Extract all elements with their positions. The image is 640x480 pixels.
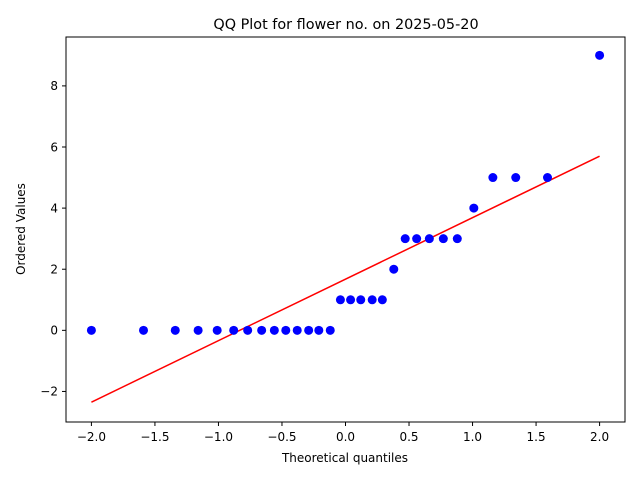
plot-area [86, 50, 605, 403]
x-tick-label: −1.0 [204, 430, 233, 444]
x-axis: −2.0 −1.5 −1.0 −0.5 0.0 0.5 1.0 1.5 2.0 [77, 422, 609, 444]
data-point [257, 325, 267, 335]
data-point [377, 295, 387, 305]
y-tick-label: 0 [50, 324, 58, 338]
x-tick-label: 2.0 [590, 430, 609, 444]
data-point [389, 264, 399, 274]
data-point [488, 173, 498, 183]
y-tick-label: −2 [40, 385, 58, 399]
data-point [452, 234, 462, 244]
x-tick-label: 0.0 [336, 430, 355, 444]
data-point [424, 234, 434, 244]
y-tick-label: 4 [50, 201, 58, 215]
y-tick-label: 2 [50, 263, 58, 277]
data-point [243, 325, 253, 335]
data-point [335, 295, 345, 305]
data-point [193, 325, 203, 335]
data-point [346, 295, 356, 305]
data-point [412, 234, 422, 244]
data-point [212, 325, 222, 335]
data-point [170, 325, 180, 335]
x-tick-label: 1.0 [463, 430, 482, 444]
data-point [511, 173, 521, 183]
data-point [543, 173, 552, 183]
fit-line [91, 155, 600, 403]
y-tick-label: 6 [50, 140, 58, 154]
data-point [356, 295, 366, 305]
y-axis-title: Ordered Values [14, 183, 28, 275]
data-point [438, 234, 448, 244]
data-point [139, 325, 148, 335]
data-point [469, 203, 479, 213]
data-point [314, 325, 324, 335]
data-point [281, 325, 291, 335]
x-tick-label: −2.0 [77, 430, 106, 444]
data-point [304, 325, 314, 335]
data-point [400, 234, 410, 244]
data-point [292, 325, 302, 335]
data-point [595, 50, 605, 60]
chart-title: QQ Plot for flower no. on 2025-05-20 [213, 17, 478, 33]
data-point [325, 325, 335, 335]
data-point [86, 325, 96, 335]
y-axis: −2 0 2 4 6 8 [40, 79, 66, 399]
x-tick-label: −1.5 [140, 430, 169, 444]
data-point [367, 295, 377, 305]
x-axis-title: Theoretical quantiles [281, 451, 408, 465]
x-tick-label: 1.5 [527, 430, 546, 444]
data-point [229, 325, 239, 335]
data-point [269, 325, 279, 335]
y-tick-label: 8 [50, 79, 58, 93]
x-tick-label: −0.5 [267, 430, 296, 444]
x-tick-label: 0.5 [399, 430, 418, 444]
